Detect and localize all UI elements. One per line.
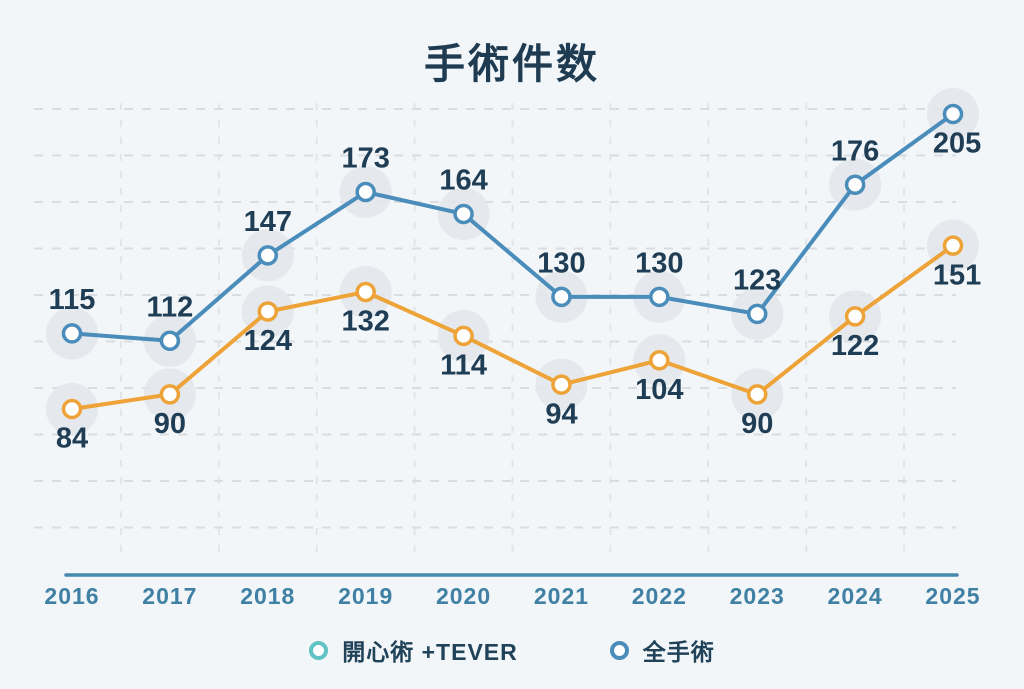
- data-point-all-surgeries: [844, 174, 866, 195]
- data-label-open-heart-tevar: 90: [741, 408, 773, 440]
- data-label-all-surgeries: 173: [341, 143, 389, 175]
- x-tick-label: 2022: [632, 583, 687, 609]
- x-tick-label: 2025: [925, 583, 980, 609]
- data-label-open-heart-tevar: 94: [545, 398, 577, 430]
- data-point-all-surgeries: [355, 181, 376, 203]
- x-axis-tick-labels: 2016 2017 2018 2019 2020 2021 2022 2023 2024 2025: [44, 583, 980, 609]
- data-point-open-heart-tevar: [257, 301, 279, 322]
- data-label-open-heart-tevar: 124: [244, 325, 292, 357]
- data-label-open-heart-tevar: 84: [56, 423, 88, 455]
- legend-label-open-heart-tevar: 開心術 +TEVER: [342, 639, 518, 665]
- legend-label-all-surgeries: 全手術: [642, 639, 715, 665]
- x-tick-label: 2020: [436, 583, 491, 609]
- data-point-all-surgeries: [159, 330, 181, 351]
- legend-item-all-surgeries: 全手術: [609, 633, 715, 667]
- data-point-all-surgeries: [942, 103, 964, 125]
- data-point-open-heart-tevar: [355, 281, 376, 303]
- data-point-open-heart-tevar: [453, 325, 474, 347]
- x-tick-label: 2017: [142, 583, 197, 609]
- data-point-open-heart-tevar: [746, 384, 768, 405]
- data-point-all-surgeries: [61, 323, 83, 344]
- data-point-all-surgeries: [257, 245, 279, 266]
- data-label-all-surgeries: 176: [831, 135, 879, 167]
- data-point-open-heart-tevar: [551, 374, 572, 395]
- data-point-open-heart-tevar: [844, 306, 866, 327]
- line-all-surgeries: [70, 112, 956, 343]
- data-label-all-surgeries: 164: [439, 165, 487, 197]
- data-label-all-surgeries: 123: [733, 265, 781, 297]
- x-tick-label: 2019: [338, 583, 393, 609]
- x-tick-label: 2016: [44, 583, 99, 609]
- data-point-open-heart-tevar: [61, 398, 83, 420]
- legend-marker-open-heart-tevar-icon: [309, 640, 329, 660]
- x-tick-label: 2023: [730, 583, 785, 609]
- legend-marker-all-surgeries-icon: [609, 640, 629, 660]
- x-tick-label: 2024: [828, 583, 883, 609]
- x-tick-label: 2021: [534, 583, 589, 609]
- data-label-all-surgeries: 115: [49, 284, 96, 316]
- x-tick-label: 2018: [240, 583, 295, 609]
- data-point-all-surgeries: [649, 286, 670, 308]
- data-label-open-heart-tevar: 132: [341, 306, 389, 338]
- legend: 開心術 +TEVER 全手術: [0, 633, 1024, 667]
- line-open-heart-tevar: [70, 243, 956, 411]
- data-labels: 84 90 124 132 114 94 104 90 122 151 115 112 147 173 16…: [49, 128, 982, 455]
- legend-item-open-heart-tevar: 開心術 +TEVER: [309, 633, 518, 667]
- data-label-all-surgeries: 205: [933, 128, 981, 160]
- data-point-all-surgeries: [551, 286, 572, 308]
- data-label-open-heart-tevar: 122: [831, 330, 879, 362]
- gridlines-vertical: [119, 103, 906, 560]
- data-point-all-surgeries: [453, 203, 474, 225]
- data-label-all-surgeries: 147: [244, 206, 292, 238]
- data-label-open-heart-tevar: 90: [154, 408, 186, 440]
- data-point-open-heart-tevar: [942, 235, 964, 256]
- data-label-all-surgeries: 112: [146, 291, 193, 323]
- series-all-surgeries: [61, 103, 964, 351]
- data-label-open-heart-tevar: 104: [635, 374, 683, 406]
- data-point-all-surgeries: [746, 303, 768, 325]
- data-point-open-heart-tevar: [159, 384, 181, 405]
- data-label-open-heart-tevar: 114: [440, 350, 487, 382]
- data-label-open-heart-tevar: 151: [933, 259, 981, 291]
- data-label-all-surgeries: 130: [537, 248, 585, 280]
- data-point-open-heart-tevar: [649, 349, 670, 371]
- series-open-heart-tevar: [61, 235, 964, 420]
- data-label-all-surgeries: 130: [635, 248, 683, 280]
- chart-title: 手術件数: [424, 41, 600, 87]
